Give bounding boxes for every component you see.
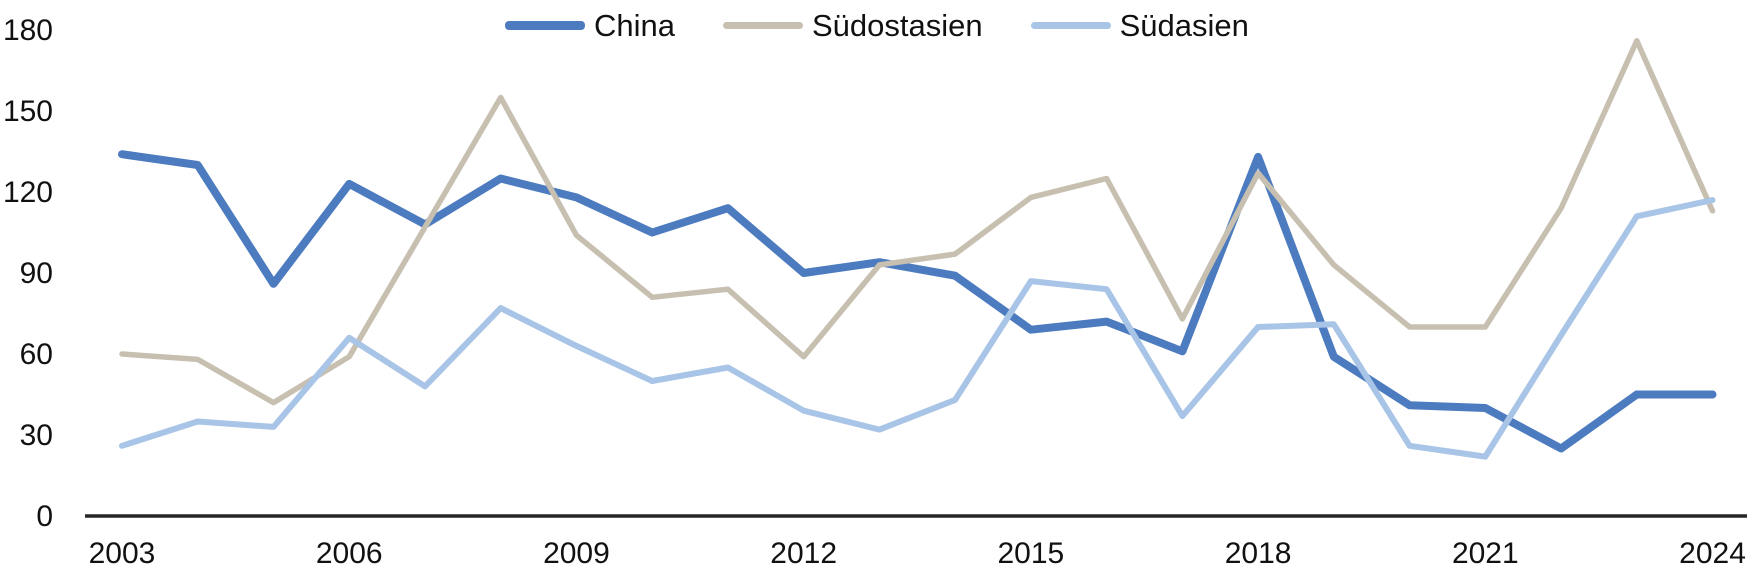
x-tick-label: 2015 — [998, 537, 1065, 570]
x-tick-label: 2018 — [1225, 537, 1292, 570]
y-tick-label: 150 — [3, 95, 53, 128]
series-line-südostasien — [119, 38, 1716, 406]
y-tick-label: 0 — [36, 500, 53, 533]
legend-item-suedasien: Südasien — [1030, 8, 1249, 43]
y-tick-label: 90 — [20, 257, 53, 290]
y-tick-label: 120 — [3, 176, 53, 209]
series-line-china — [118, 150, 1717, 453]
legend-dash-suedasien-icon — [1030, 22, 1111, 29]
x-tick-label: 2012 — [770, 537, 837, 570]
legend-dash-china-icon — [505, 21, 585, 30]
series-line-südasien — [119, 197, 1716, 460]
x-tick-label: 2024 — [1679, 537, 1746, 570]
y-tick-label: 30 — [20, 419, 53, 452]
y-tick-label: 60 — [20, 338, 53, 371]
x-tick-label: 2003 — [89, 537, 156, 570]
x-tick-label: 2021 — [1452, 537, 1519, 570]
chart-legend: China Südostasien Südasien — [505, 10, 1249, 41]
legend-label-suedasien: Südasien — [1119, 8, 1249, 43]
x-tick-label: 2009 — [543, 537, 610, 570]
x-tick-label: 2006 — [316, 537, 383, 570]
legend-dash-suedostasien-icon — [723, 22, 803, 29]
legend-item-suedostasien: Südostasien — [723, 10, 983, 41]
legend-label-suedostasien: Südostasien — [812, 8, 983, 43]
legend-label-china: China — [594, 8, 675, 43]
y-tick-label: 180 — [3, 14, 53, 47]
legend-item-china: China — [505, 10, 675, 41]
